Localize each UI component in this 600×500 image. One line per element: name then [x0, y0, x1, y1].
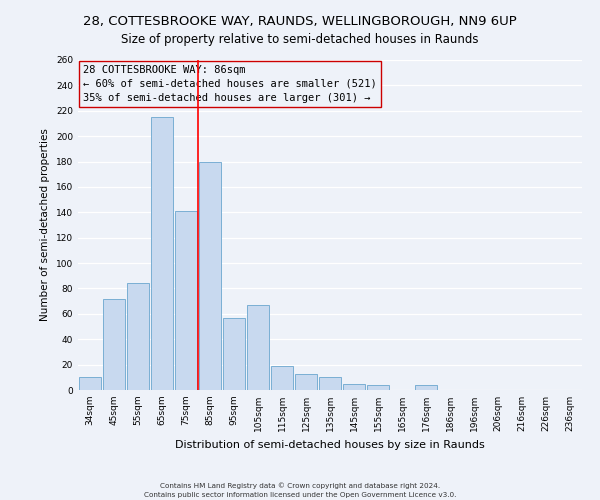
Y-axis label: Number of semi-detached properties: Number of semi-detached properties	[40, 128, 50, 322]
Text: 28 COTTESBROOKE WAY: 86sqm
← 60% of semi-detached houses are smaller (521)
35% o: 28 COTTESBROOKE WAY: 86sqm ← 60% of semi…	[83, 65, 377, 103]
Bar	[367, 385, 389, 390]
X-axis label: Distribution of semi-detached houses by size in Raunds: Distribution of semi-detached houses by …	[175, 440, 485, 450]
Bar	[319, 378, 341, 390]
Bar	[175, 211, 197, 390]
Text: 28, COTTESBROOKE WAY, RAUNDS, WELLINGBOROUGH, NN9 6UP: 28, COTTESBROOKE WAY, RAUNDS, WELLINGBOR…	[83, 15, 517, 28]
Bar	[295, 374, 317, 390]
Bar	[127, 284, 149, 390]
Text: Contains HM Land Registry data © Crown copyright and database right 2024.
Contai: Contains HM Land Registry data © Crown c…	[144, 482, 456, 498]
Text: Size of property relative to semi-detached houses in Raunds: Size of property relative to semi-detach…	[121, 32, 479, 46]
Bar	[415, 385, 437, 390]
Bar	[103, 298, 125, 390]
Bar	[199, 162, 221, 390]
Bar	[343, 384, 365, 390]
Bar	[271, 366, 293, 390]
Bar	[79, 378, 101, 390]
Bar	[223, 318, 245, 390]
Bar	[151, 117, 173, 390]
Bar	[247, 305, 269, 390]
